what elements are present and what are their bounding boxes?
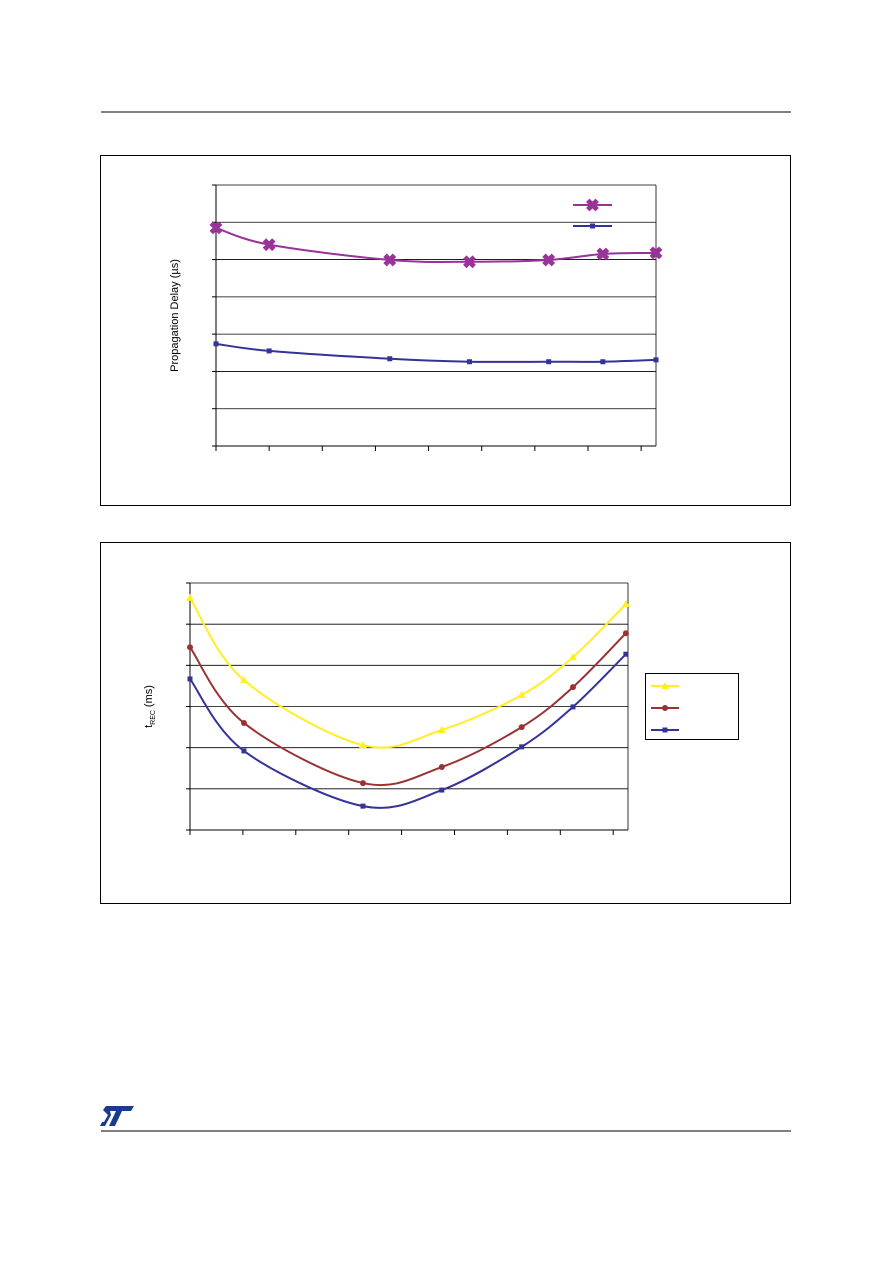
chart-frame — [100, 155, 791, 506]
marker — [542, 253, 556, 267]
marker — [600, 359, 606, 365]
marker — [209, 221, 223, 235]
marker — [186, 593, 194, 601]
marker — [596, 247, 610, 261]
marker — [213, 341, 219, 347]
y-axis-label-sub: REC — [150, 710, 157, 725]
marker — [518, 724, 525, 731]
y-axis-label: tREC (ms) — [143, 685, 157, 728]
legend-marker — [590, 223, 595, 229]
legend-box — [645, 673, 739, 740]
marker — [519, 744, 525, 750]
legend-marker — [662, 727, 668, 733]
marker — [649, 246, 663, 260]
marker — [466, 359, 472, 365]
y-axis-label: Propagation Delay (µs) — [169, 259, 181, 372]
marker — [262, 238, 276, 252]
marker — [623, 651, 629, 657]
marker — [241, 748, 247, 754]
marker — [546, 359, 552, 365]
marker — [387, 356, 393, 362]
legend-marker — [586, 198, 599, 212]
marker — [360, 803, 366, 809]
series-line — [215, 226, 657, 263]
marker — [187, 644, 193, 651]
marker — [239, 676, 248, 684]
marker — [438, 764, 445, 771]
legend-marker — [662, 705, 668, 711]
marker — [622, 630, 629, 637]
marker — [358, 741, 367, 749]
marker — [383, 253, 397, 267]
marker — [187, 676, 193, 682]
y-axis-label-unit: (ms) — [143, 685, 155, 707]
st-logo — [100, 1106, 134, 1126]
marker — [240, 719, 247, 726]
marker — [463, 255, 476, 269]
marker — [621, 599, 630, 607]
legend-marker — [661, 682, 669, 689]
series-line — [189, 597, 627, 749]
series-line — [189, 632, 627, 787]
marker — [439, 787, 445, 793]
marker — [517, 690, 526, 698]
series-line — [215, 342, 657, 363]
marker — [266, 348, 272, 354]
marker — [570, 704, 576, 710]
marker — [359, 780, 366, 787]
chart-frame — [100, 542, 791, 904]
y-axis-label-main: t — [143, 725, 155, 728]
marker — [569, 684, 576, 691]
marker — [568, 653, 577, 661]
marker — [653, 357, 659, 363]
marker — [437, 725, 446, 733]
